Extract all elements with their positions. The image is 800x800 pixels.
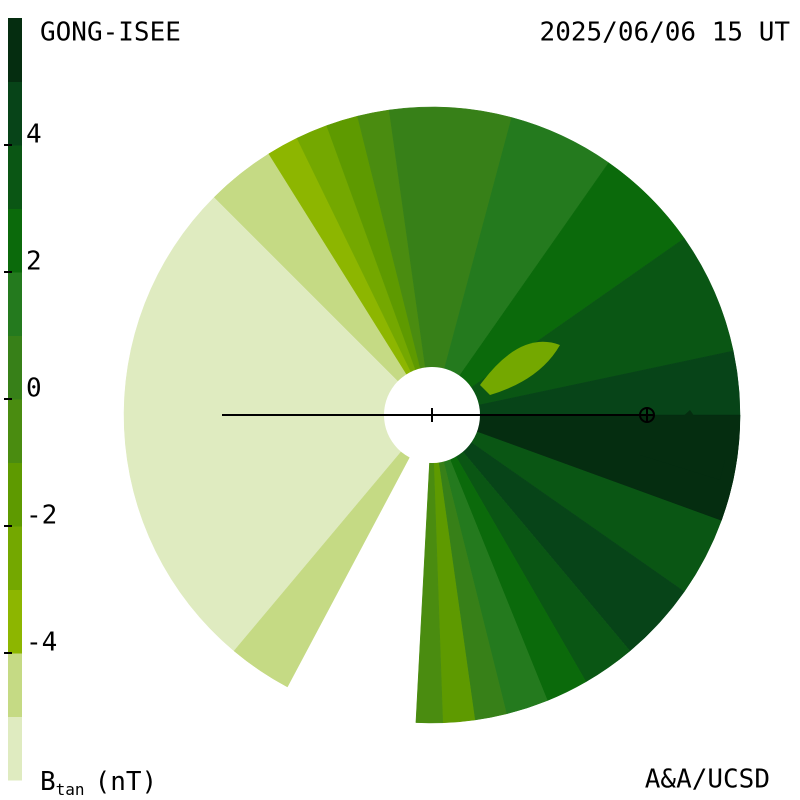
colorbar-band: [8, 335, 22, 400]
chart-title: GONG-ISEE: [40, 18, 181, 48]
credit: A&A/UCSD: [645, 765, 770, 795]
colorbar-tick-label: 4: [26, 120, 42, 150]
colorbar-band: [8, 716, 22, 781]
colorbar-tick-label: -4: [26, 628, 57, 658]
colorbar-band: [8, 653, 22, 717]
colorbar-band: [8, 208, 22, 273]
colorbar-tick-label: -2: [26, 501, 57, 531]
colorbar: 4 2 0 -2 -4: [4, 18, 57, 781]
colorbar-band: [8, 272, 22, 336]
colorbar-band: [8, 18, 22, 82]
colorbar-label-main: B: [40, 767, 56, 797]
colorbar-tick-label: 2: [26, 247, 42, 277]
colorbar-label: Btan (nT): [40, 767, 157, 799]
plot: [123, 106, 741, 724]
colorbar-label-sub: tan: [56, 780, 85, 799]
colorbar-band: [8, 81, 22, 146]
colorbar-label-unit: (nT): [95, 767, 158, 797]
chart-subtitle: 2025/06/06 15 UT: [540, 18, 791, 48]
field-sector: [640, 410, 725, 480]
earth-marker-cross: [640, 408, 654, 422]
field-sector: [480, 341, 560, 395]
colorbar-band: [8, 526, 22, 590]
colorbar-band: [8, 145, 22, 209]
colorbar-band: [8, 589, 22, 654]
colorbar-tick-label: 0: [26, 374, 42, 404]
colorbar-band: [8, 399, 22, 463]
colorbar-band: [8, 462, 22, 527]
